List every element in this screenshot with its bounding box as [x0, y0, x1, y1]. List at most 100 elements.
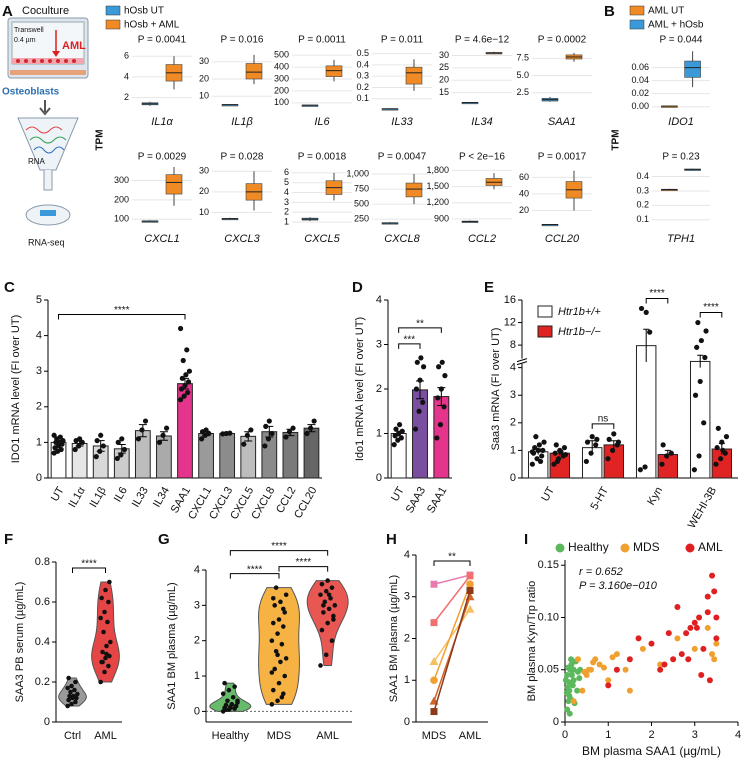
data-point [466, 580, 474, 589]
y-tick-label: 1 [194, 670, 200, 682]
gene-label: IL1β [231, 116, 253, 128]
data-point [279, 641, 285, 647]
x-tick-label: UT [539, 485, 557, 504]
box [405, 66, 423, 85]
data-point [104, 643, 109, 649]
chip [40, 210, 56, 216]
data-point [328, 595, 333, 601]
cell [56, 59, 60, 63]
data-point [282, 673, 288, 679]
bar [219, 433, 236, 479]
y-tick-label: 6 [124, 51, 129, 61]
data-point [533, 434, 539, 440]
data-point [272, 603, 278, 608]
data-point [657, 666, 664, 673]
data-point [434, 435, 440, 441]
data-point [442, 373, 448, 379]
data-point [574, 687, 581, 694]
x-tick-label: 5-HT [588, 485, 611, 512]
data-point [331, 613, 336, 619]
gene-label: IL34 [471, 116, 492, 128]
rna-strand [25, 126, 63, 134]
y-tick-label: 7.5 [516, 53, 529, 63]
data-point [270, 620, 276, 626]
data-point [594, 436, 600, 442]
y-tick-label: 20 [519, 205, 529, 215]
significance-bracket [699, 312, 723, 318]
x-tick-label: AML [459, 730, 482, 742]
x-tick-label: UT [389, 485, 407, 504]
data-point [694, 344, 700, 350]
y-tick-label: 4 [194, 564, 200, 576]
pair-line [433, 574, 471, 585]
data-point [605, 677, 612, 684]
data-point [57, 434, 63, 440]
data-point [430, 619, 438, 627]
data-point [107, 579, 112, 585]
data-point [563, 451, 569, 458]
data-point [321, 610, 326, 615]
data-point [102, 669, 107, 675]
p-value: P = 0.011 [381, 35, 424, 46]
error-bar [643, 328, 650, 363]
data-point [436, 364, 442, 370]
data-point [613, 666, 620, 673]
data-point [98, 432, 104, 438]
legend-swatch [105, 5, 121, 16]
x-tick-label: 0 [562, 729, 568, 741]
data-point [417, 377, 423, 383]
data-point [709, 651, 716, 658]
data-point [72, 446, 78, 453]
y-tick-label: 3 [510, 389, 516, 401]
data-point [700, 645, 707, 652]
y-tick-label: 1,500 [426, 181, 449, 191]
data-point [659, 461, 665, 467]
y-tick-label: 200 [114, 194, 129, 204]
x-tick-label: Kyn [645, 485, 665, 507]
y-tick-label: 3 [36, 365, 42, 377]
data-point [568, 656, 575, 663]
x-tick-label: WEHI-3B [686, 485, 719, 531]
significance-label: **** [296, 557, 312, 568]
y-axis-label: TPM [611, 129, 622, 150]
data-point [233, 703, 239, 709]
y-tick-label: 0.3 [636, 185, 649, 195]
data-point [179, 375, 185, 381]
data-point [241, 441, 247, 447]
data-point [272, 666, 278, 672]
p-value: P = 0.0017 [538, 152, 587, 163]
y-tick-label: 900 [434, 213, 449, 223]
data-point [535, 447, 541, 454]
data-point [613, 651, 620, 658]
data-point [393, 426, 399, 432]
significance-label: **** [81, 559, 97, 570]
y-axis-label: SAA3 PB serum (µg/mL) [14, 582, 26, 703]
data-point [418, 355, 424, 361]
data-point [279, 694, 285, 700]
y-tick-label: 0 [404, 716, 410, 728]
y-tick-label: 20 [199, 73, 209, 83]
legend-swatch [629, 19, 645, 30]
data-point [466, 586, 474, 594]
data-point [139, 427, 145, 433]
annotation: r = 0.652 [579, 566, 623, 578]
panel-letter: H [386, 531, 397, 548]
data-point [565, 679, 572, 686]
data-point [103, 655, 108, 661]
data-point [691, 619, 698, 626]
data-point [275, 652, 280, 658]
data-point [266, 418, 272, 424]
data-point [142, 418, 149, 424]
data-point [94, 438, 100, 444]
x-tick-label: 1 [605, 729, 611, 741]
significance-label: *** [403, 334, 415, 345]
data-point [437, 422, 444, 428]
data-point [69, 701, 74, 707]
data-point [574, 656, 581, 663]
x-tick-label: UT [49, 485, 67, 504]
y-tick-label: 0 [376, 472, 382, 484]
y-tick-label: 1 [376, 427, 382, 439]
data-point [701, 420, 707, 426]
y-tick-label: 2 [194, 635, 200, 647]
gene-label: TPH1 [667, 233, 695, 245]
